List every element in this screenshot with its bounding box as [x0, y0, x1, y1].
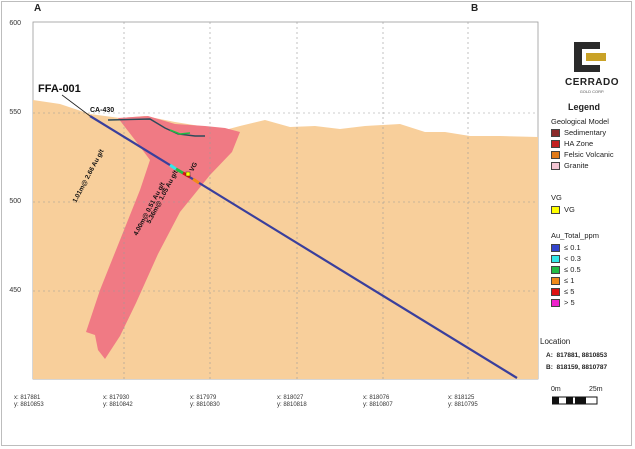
swatch-au-5 — [551, 287, 560, 296]
legend-item-vg: VG — [551, 204, 575, 215]
swatch-au-0-5 — [551, 265, 560, 274]
swatch-granite — [551, 161, 560, 170]
swatch-au-0-3 — [551, 254, 560, 263]
assay-interval-1 — [169, 163, 177, 171]
legend-title: Legend — [568, 102, 601, 112]
x-tick-2: x: 817930 y: 8810842 — [103, 395, 133, 408]
legend-geo-title: Geological Model — [551, 117, 609, 126]
assay-interval-3 — [192, 177, 200, 185]
section-end-label: B — [471, 3, 479, 14]
swatch-ha-zone — [551, 139, 560, 148]
section-start-label: A — [34, 3, 42, 14]
scale-bar-start-label: 0m — [551, 386, 561, 393]
swatch-felsic-volcanic — [551, 150, 560, 159]
legend-item-au-gt-5: > 5 — [551, 297, 581, 308]
ha-zone-body — [86, 116, 240, 359]
legend-vg-items: VG — [551, 204, 575, 215]
vg-marker — [185, 171, 191, 177]
legend-au-items: ≤ 0.1 < 0.3 ≤ 0.5 ≤ 1 ≤ 5 > 5 — [551, 242, 581, 308]
assay-interval-4 — [175, 167, 184, 175]
legend-item-ha-zone: HA Zone — [551, 138, 614, 149]
collar-leader — [61, 94, 91, 117]
location-row-a: A: 817881, 8810853 — [546, 352, 608, 359]
legend-item-au-1: ≤ 1 — [551, 275, 581, 286]
swatch-au-1 — [551, 276, 560, 285]
swatch-sedimentary — [551, 128, 560, 137]
y-tick-500: 500 — [9, 198, 21, 205]
x-tick-5: x: 818076 y: 8810807 — [363, 395, 393, 408]
brand-name: CERRADO — [564, 77, 620, 88]
scale-bar-end-label: 25m — [589, 386, 603, 393]
swatch-au-gt-5 — [551, 298, 560, 307]
location-title: Location — [540, 337, 571, 346]
swatch-au-0-1 — [551, 243, 560, 252]
legend-vg-title: VG — [551, 193, 562, 202]
legend-au-title: Au_Total_ppm — [551, 231, 599, 240]
legend-item-au-5: ≤ 5 — [551, 286, 581, 297]
vg-label: VG — [189, 161, 200, 173]
legend-item-felsic-volcanic: Felsic Volcanic — [551, 149, 614, 160]
y-tick-600: 600 — [9, 20, 21, 27]
y-tick-550: 550 — [9, 109, 21, 116]
collar-label: CA-430 — [90, 107, 114, 114]
brand-subtitle: GOLD CORP. — [579, 89, 605, 94]
drillhole-trace — [89, 115, 518, 379]
swatch-vg — [551, 205, 560, 214]
surface-trace-green — [169, 129, 191, 135]
legend-item-au-0-1: ≤ 0.1 — [551, 242, 581, 253]
grid — [33, 22, 538, 379]
legend-item-granite: Granite — [551, 160, 614, 171]
cerrado-logo-icon — [574, 42, 606, 72]
x-tick-4: x: 818027 y: 8810818 — [277, 395, 307, 408]
x-tick-1: x: 817881 y: 8810853 — [14, 395, 44, 408]
legend-geo-items: Sedimentary HA Zone Felsic Volcanic Gran… — [551, 127, 614, 171]
drillhole-id: FFA-001 — [38, 83, 81, 95]
legend-item-sedimentary: Sedimentary — [551, 127, 614, 138]
legend-item-au-0-5: ≤ 0.5 — [551, 264, 581, 275]
location-row-b: B: 818159, 8810787 — [546, 364, 608, 371]
y-tick-450: 450 — [9, 287, 21, 294]
x-tick-3: x: 817979 y: 8810830 — [190, 395, 220, 408]
x-tick-6: x: 818125 y: 8810795 — [448, 395, 478, 408]
scale-bar — [552, 396, 598, 405]
legend-item-au-0-3: < 0.3 — [551, 253, 581, 264]
